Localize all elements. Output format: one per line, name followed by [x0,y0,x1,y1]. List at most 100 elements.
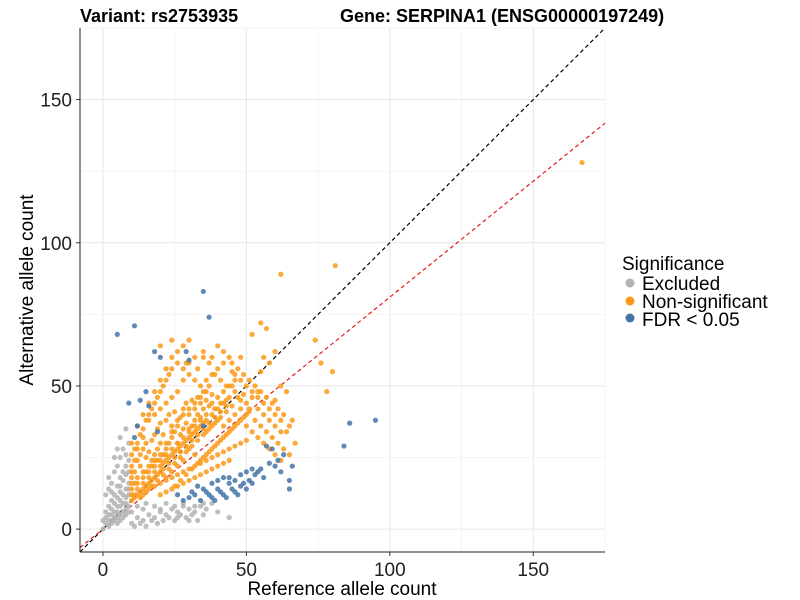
point-excluded [134,515,140,521]
point-non-significant [140,474,146,481]
x-tick-label: 50 [236,560,257,581]
point-non-significant [180,411,186,418]
point-non-significant [197,383,204,389]
point-non-significant [281,446,287,452]
point-fdr-0-05 [114,331,120,337]
point-excluded [186,506,192,512]
x-tick-label: 0 [98,560,109,581]
point-non-significant [169,434,175,441]
point-fdr-0-05 [215,477,221,484]
point-non-significant [186,411,192,418]
point-non-significant [209,391,215,398]
point-non-significant [192,474,198,481]
point-non-significant [192,406,198,412]
data-points [100,159,585,532]
point-excluded [108,489,115,495]
point-non-significant [163,440,169,446]
point-non-significant [238,440,244,446]
point-fdr-0-05 [134,423,140,429]
point-excluded [117,454,123,461]
point-non-significant [272,348,278,355]
point-excluded [100,517,106,524]
point-non-significant [157,420,163,426]
point-non-significant [186,371,192,378]
point-non-significant [143,440,149,446]
point-non-significant [140,426,146,432]
point-fdr-0-05 [281,452,287,458]
point-non-significant [226,417,232,423]
point-fdr-0-05 [249,466,255,472]
point-non-significant [146,480,152,486]
point-fdr-0-05 [226,480,232,486]
point-non-significant [278,429,284,435]
point-non-significant [238,377,244,383]
point-non-significant [206,449,212,455]
point-non-significant [169,366,175,372]
legend-swatch-fdr [625,313,635,323]
point-fdr-0-05 [200,486,206,492]
point-excluded [123,500,129,506]
point-non-significant [151,452,158,458]
point-fdr-0-05 [200,288,206,295]
point-non-significant [189,432,195,438]
point-non-significant [217,437,224,443]
point-excluded [100,526,106,532]
point-excluded [103,492,109,498]
point-fdr-0-05 [226,474,232,481]
point-non-significant [286,423,293,429]
point-non-significant [134,480,140,486]
legend-swatch-excluded [625,278,635,288]
point-non-significant [174,440,181,446]
point-fdr-0-05 [235,492,241,498]
point-non-significant [146,411,152,418]
point-fdr-0-05 [229,486,235,492]
point-fdr-0-05 [180,497,186,504]
point-excluded [157,506,163,512]
point-non-significant [163,452,169,458]
point-non-significant [189,466,195,472]
point-fdr-0-05 [186,494,192,501]
point-non-significant [286,452,293,458]
y-tick-label: 150 [40,91,72,112]
point-excluded [111,469,118,475]
point-non-significant [258,423,264,429]
point-non-significant [197,400,204,406]
point-non-significant [266,406,272,412]
point-non-significant [157,377,163,383]
point-fdr-0-05 [131,323,138,329]
point-non-significant [220,360,227,366]
point-non-significant [195,366,201,372]
point-non-significant [160,432,166,438]
point-excluded [172,503,178,509]
point-non-significant [238,397,244,403]
point-non-significant [203,389,209,395]
point-excluded [123,452,129,458]
point-non-significant [206,383,212,389]
point-non-significant [169,474,175,481]
point-non-significant [180,457,186,463]
point-non-significant [209,400,215,406]
point-non-significant [258,320,264,326]
point-non-significant [235,366,241,372]
point-non-significant [278,417,284,423]
point-non-significant [154,394,161,400]
point-non-significant [579,159,585,166]
point-non-significant [140,411,146,418]
point-non-significant [157,452,163,458]
point-non-significant [203,397,209,403]
point-non-significant [177,449,184,455]
point-non-significant [215,343,221,349]
point-non-significant [192,354,198,360]
point-excluded [108,506,115,512]
point-non-significant [206,360,212,366]
point-non-significant [169,423,175,429]
point-excluded [117,483,123,489]
point-non-significant [220,460,227,466]
point-non-significant [163,474,169,481]
point-non-significant [183,420,189,426]
point-non-significant [249,429,255,435]
point-non-significant [183,472,189,478]
point-non-significant [169,469,175,475]
point-excluded [215,509,221,515]
point-excluded [154,520,161,526]
